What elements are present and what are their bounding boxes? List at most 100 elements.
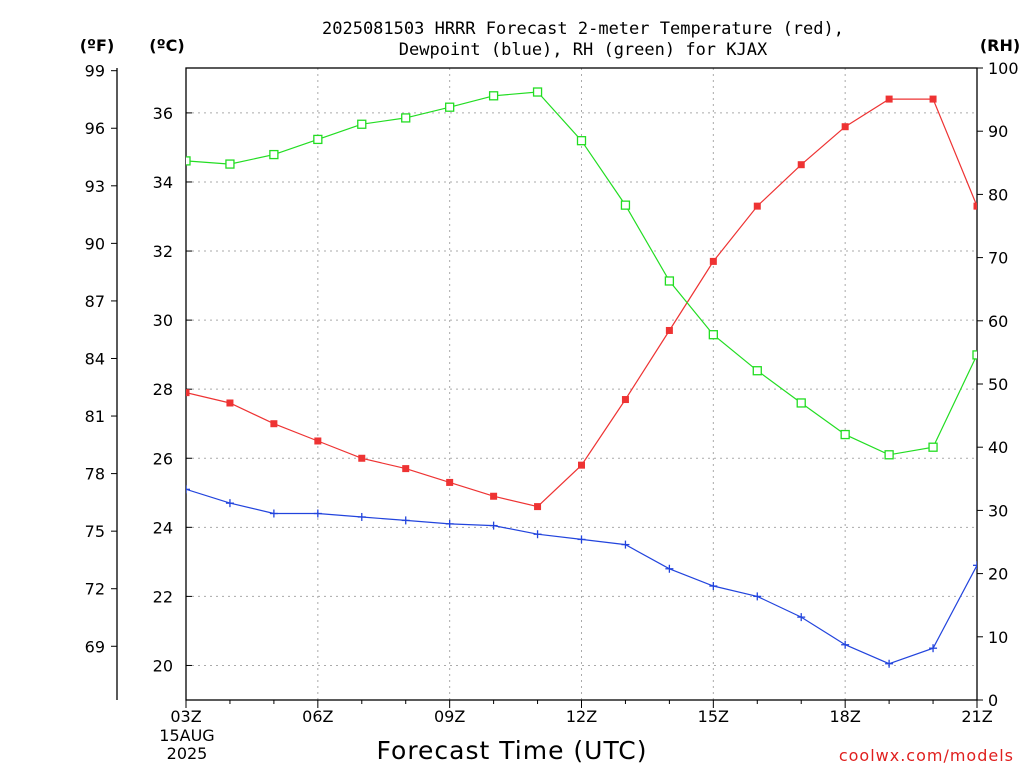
temperature-point — [709, 257, 717, 265]
dewpoint-point — [885, 659, 894, 668]
celsius-tick-label: 32 — [153, 242, 173, 261]
temperature-point — [358, 454, 366, 462]
rh-tick-label: 60 — [988, 312, 1008, 331]
temperature-point — [186, 389, 190, 397]
rh-point — [928, 442, 938, 452]
dewpoint-point — [357, 512, 366, 521]
tick-labels: 20 22 24 26 28 30 32 34 36 69 72 75 78 81 84 87 90 93 96 99… — [85, 59, 1019, 726]
x-axis-label: Forecast Time (UTC) — [377, 736, 648, 765]
temperature-point — [226, 399, 234, 407]
rh-point — [576, 136, 587, 146]
rh-tick-label: 50 — [988, 375, 1008, 394]
x-tick-label: 03Z — [170, 707, 201, 726]
temperature-point — [753, 202, 761, 210]
celsius-tick-label: 20 — [153, 656, 173, 675]
fahrenheit-tick-label: 84 — [85, 349, 105, 368]
rh-tick-label: 10 — [988, 628, 1008, 647]
temperature-point — [578, 461, 585, 469]
rh-point — [620, 200, 631, 210]
rh-point — [225, 159, 235, 169]
rh-point — [796, 398, 806, 408]
dewpoint-point — [269, 509, 278, 518]
dewpoint-point — [709, 582, 718, 591]
rh-tick-label: 100 — [988, 59, 1019, 78]
celsius-tick-label: 26 — [153, 449, 173, 468]
rh-point — [401, 113, 411, 123]
celsius-tick-label: 24 — [153, 518, 173, 537]
dewpoint-point — [973, 561, 977, 570]
fahrenheit-tick-label: 81 — [85, 407, 105, 426]
celsius-tick-label: 28 — [153, 380, 173, 399]
dewpoint-point — [841, 640, 850, 649]
x-tick-label: 15Z — [698, 707, 729, 726]
chart-title-line-2: Dewpoint (blue), RH (green) for KJAX — [399, 40, 768, 60]
date-label-year: 2025 — [167, 744, 208, 763]
temperature-point — [446, 478, 454, 486]
series-group — [186, 87, 977, 668]
axes — [111, 67, 983, 708]
temperature-point — [270, 420, 278, 428]
chart-title-line-1: 2025081503 HRRR Forecast 2-meter Tempera… — [322, 19, 844, 39]
rh-tick-label: 70 — [988, 249, 1008, 268]
x-tick-label: 09Z — [434, 707, 465, 726]
x-tick-label: 12Z — [566, 707, 597, 726]
rh-tick-label: 90 — [988, 122, 1008, 141]
rh-unit-label: (RH) — [980, 36, 1020, 55]
temperature-point — [797, 161, 805, 169]
rh-point — [445, 102, 455, 112]
temperature-point — [314, 437, 322, 445]
celsius-tick-label: 22 — [153, 587, 173, 606]
dewpoint-point — [753, 592, 762, 601]
dewpoint-point — [225, 499, 234, 508]
plot-frame — [185, 67, 978, 701]
rh-point — [884, 450, 894, 460]
temperature-point — [885, 95, 893, 103]
dewpoint-point — [929, 644, 938, 653]
temperature-point — [490, 492, 498, 500]
rh-tick-label: 40 — [988, 438, 1008, 457]
dewpoint-point — [665, 564, 674, 573]
x-tick-label: 06Z — [302, 707, 333, 726]
x-tick-label: 18Z — [830, 707, 861, 726]
x-tick-label: 21Z — [961, 707, 992, 726]
fahrenheit-tick-label: 75 — [85, 522, 105, 541]
rh-point — [532, 87, 543, 97]
fahrenheit-tick-label: 87 — [85, 292, 105, 311]
temperature-point — [621, 396, 629, 404]
rh-point — [708, 330, 718, 340]
rh-point — [269, 149, 279, 160]
rh-tick-label: 20 — [988, 565, 1008, 584]
dewpoint-point — [533, 530, 542, 539]
fahrenheit-tick-label: 72 — [85, 580, 105, 599]
dewpoint-point — [313, 509, 322, 518]
dewpoint-point — [577, 535, 586, 544]
fahrenheit-tick-label: 69 — [85, 637, 105, 656]
dewpoint-point — [186, 485, 190, 494]
rh-tick-label: 80 — [988, 185, 1008, 204]
dewpoint-point — [401, 516, 410, 525]
temperature-point — [841, 123, 849, 131]
celsius-tick-label: 36 — [153, 104, 173, 123]
rh-point — [972, 350, 977, 360]
fahrenheit-unit-label: (ºF) — [80, 36, 115, 55]
celsius-tick-label: 34 — [153, 173, 173, 192]
rh-tick-label: 30 — [988, 501, 1008, 520]
dewpoint-point — [797, 613, 806, 622]
rh-point — [488, 91, 499, 101]
fahrenheit-tick-label: 78 — [85, 465, 105, 484]
rh-point — [664, 276, 675, 286]
rh-point — [357, 119, 367, 129]
dewpoint-point — [445, 519, 454, 528]
rh-point — [840, 429, 850, 440]
fahrenheit-tick-label: 93 — [85, 177, 105, 196]
temperature-point — [973, 202, 977, 210]
dewpoint-series-line — [186, 488, 977, 665]
dewpoint-point — [489, 521, 498, 530]
rh-point — [752, 366, 762, 376]
temperature-point — [534, 503, 542, 511]
fahrenheit-tick-label: 96 — [85, 119, 105, 138]
fahrenheit-tick-label: 90 — [85, 234, 105, 253]
grid-lines — [185, 68, 978, 700]
rh-tick-label: 0 — [988, 691, 998, 710]
fahrenheit-tick-label: 99 — [85, 62, 105, 81]
